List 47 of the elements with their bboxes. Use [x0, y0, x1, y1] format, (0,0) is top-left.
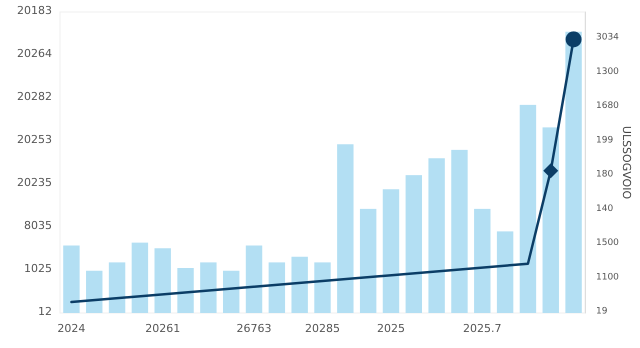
text: 20282	[17, 90, 52, 103]
bar	[520, 104, 536, 313]
bar	[314, 262, 331, 313]
text: 20235	[17, 176, 52, 189]
text: 3034	[596, 32, 620, 43]
bar	[268, 262, 286, 313]
bar	[382, 189, 400, 313]
text: 1100	[596, 272, 620, 282]
text: 19	[596, 306, 608, 316]
bar	[291, 256, 308, 313]
bar	[222, 270, 240, 313]
x-tick-label: 2025	[376, 322, 405, 335]
text: 1025	[24, 262, 52, 275]
text: 199	[596, 135, 614, 146]
text: 1500	[596, 238, 620, 248]
text: 180	[596, 170, 614, 180]
text: 20183	[17, 4, 52, 17]
bar	[337, 144, 354, 313]
bar	[86, 270, 102, 313]
bar	[177, 268, 194, 313]
bar	[565, 32, 582, 313]
bar	[246, 245, 262, 313]
bar	[154, 248, 171, 313]
bar	[474, 208, 490, 313]
bar	[200, 262, 217, 313]
bar	[108, 262, 126, 313]
bar	[406, 175, 422, 313]
text: 8035	[24, 219, 52, 232]
text: 1680	[596, 101, 620, 112]
x-tick-label: 2024	[57, 322, 86, 335]
bar	[360, 208, 376, 313]
text: 1300	[596, 66, 620, 77]
bar	[132, 242, 148, 313]
text: 12	[38, 305, 52, 318]
x-tick-label: 20285	[305, 322, 340, 335]
text: 140	[596, 204, 614, 214]
bar	[451, 150, 468, 313]
bar	[496, 231, 514, 313]
bar	[63, 245, 80, 313]
bar	[542, 127, 559, 313]
text: 20264	[17, 47, 52, 60]
text: 20253	[17, 133, 52, 146]
bar	[428, 158, 445, 313]
x-tick-label: 20261	[145, 322, 180, 335]
y2-axis-title: ULSSOGVOIO	[620, 126, 633, 200]
x-tick-label: 2025.7	[463, 322, 502, 335]
x-tick-label: 26763	[236, 322, 272, 335]
